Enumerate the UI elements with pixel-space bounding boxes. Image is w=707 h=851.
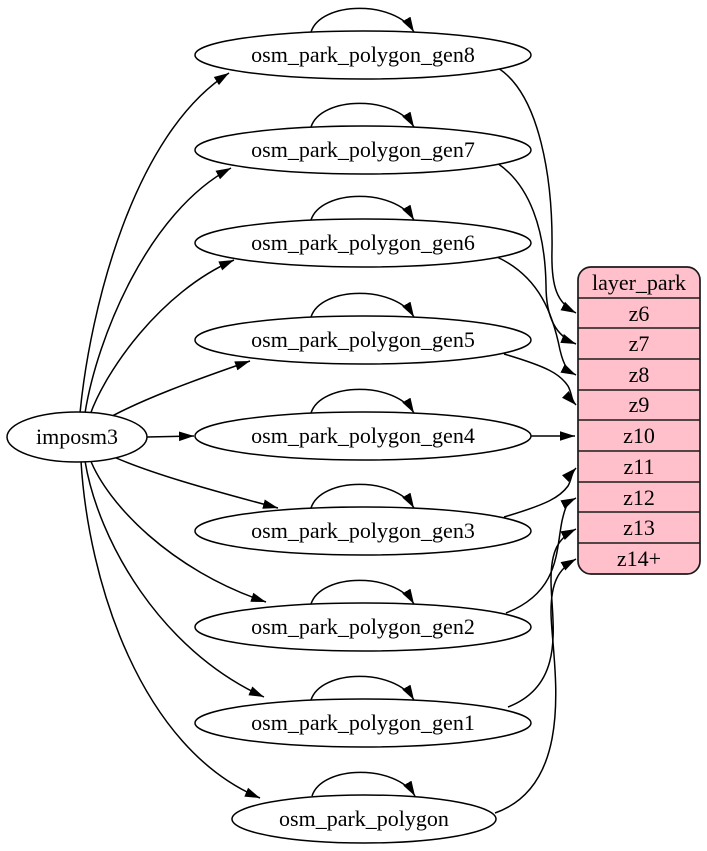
edge-gen3-z11 (503, 467, 577, 518)
edge-imposm3-gen7 (84, 167, 232, 414)
node-ellipse (194, 698, 532, 748)
self-loop-gen2 (310, 579, 415, 605)
node-ellipse (194, 602, 532, 652)
node-imposm3: imposm3 (6, 411, 148, 463)
table-row-z11: z11 (624, 454, 655, 479)
node-ellipse (231, 794, 497, 844)
node-label: osm_park_polygon_gen6 (251, 230, 475, 255)
self-loop-gen8 (310, 7, 415, 33)
node-label: osm_park_polygon (279, 806, 449, 831)
node-ellipse (194, 125, 532, 175)
table-row-z10: z10 (623, 423, 655, 448)
node-label: osm_park_polygon_gen3 (251, 518, 475, 543)
node-osm-park-polygon-gen5: osm_park_polygon_gen5 (194, 315, 532, 365)
edge-gen2-z12 (505, 497, 577, 614)
edge-imposm3-gen8 (79, 72, 230, 414)
edge-imposm3-gen2 (89, 458, 267, 603)
edge-polygon-z14 (494, 558, 577, 814)
node-osm-park-polygon-gen3: osm_park_polygon_gen3 (194, 506, 532, 556)
node-label: osm_park_polygon_gen4 (251, 423, 475, 448)
self-loop-gen4 (310, 388, 415, 414)
table-row-z13: z13 (623, 515, 655, 540)
edge-imposm3-gen6 (89, 259, 235, 416)
table-row-z7: z7 (629, 331, 650, 356)
self-loop-gen3 (310, 483, 415, 509)
node-label: imposm3 (36, 424, 118, 449)
node-osm-park-polygon-gen4: osm_park_polygon_gen4 (194, 411, 532, 461)
node-ellipse (194, 218, 532, 268)
node-label: osm_park_polygon_gen7 (251, 137, 475, 162)
table-row-z6: z6 (629, 301, 650, 326)
node-label: osm_park_polygon_gen5 (251, 327, 475, 352)
table-row-z14: z14+ (617, 546, 661, 571)
table-layer-park: layer_park z6 z7 z8 z9 z10 z11 z12 z13 z… (577, 266, 701, 575)
self-loop-polygon (311, 771, 416, 797)
edge-imposm3-gen4 (146, 431, 195, 442)
table-row-z12: z12 (623, 485, 655, 510)
node-label: osm_park_polygon_gen1 (251, 710, 475, 735)
self-loop-gen5 (310, 292, 415, 318)
table-row-z8: z8 (629, 362, 650, 387)
edge-imposm3-polygon (80, 460, 261, 799)
node-ellipse (194, 30, 532, 80)
edge-gen6-z8 (496, 256, 577, 376)
table-title: layer_park (592, 270, 686, 295)
edge-imposm3-gen5 (104, 360, 251, 421)
self-loop-gen1 (310, 675, 415, 701)
self-loop-gen6 (310, 195, 415, 221)
node-osm-park-polygon-gen8: osm_park_polygon_gen8 (194, 30, 532, 80)
edge-gen8-z6 (497, 67, 577, 314)
node-ellipse (194, 506, 532, 556)
edge-imposm3-gen3 (104, 452, 279, 509)
node-osm-park-polygon: osm_park_polygon (231, 794, 497, 844)
edge-gen7-z7 (496, 162, 577, 345)
node-label: osm_park_polygon_gen2 (251, 614, 475, 639)
edges-group (79, 7, 577, 814)
node-ellipse (194, 411, 532, 461)
edge-imposm3-gen1 (84, 460, 265, 698)
node-osm-park-polygon-gen6: osm_park_polygon_gen6 (194, 218, 532, 268)
table-row-z9: z9 (629, 392, 650, 417)
node-osm-park-polygon-gen1: osm_park_polygon_gen1 (194, 698, 532, 748)
self-loop-gen7 (310, 102, 415, 128)
edge-gen5-z9 (503, 353, 577, 406)
node-osm-park-polygon-gen2: osm_park_polygon_gen2 (194, 602, 532, 652)
node-osm-park-polygon-gen7: osm_park_polygon_gen7 (194, 125, 532, 175)
node-ellipse (194, 315, 532, 365)
node-ellipse (6, 411, 148, 463)
node-label: osm_park_polygon_gen8 (251, 42, 475, 67)
